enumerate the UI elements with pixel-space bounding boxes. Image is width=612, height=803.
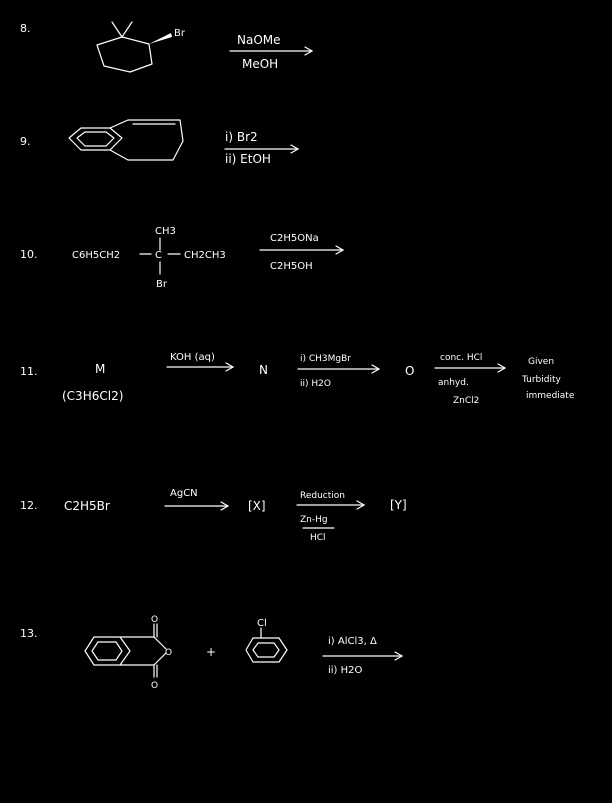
carbonyl-top-oxygen: O [151, 615, 158, 625]
q11-arrowhead-2 [371, 364, 381, 374]
q11-reagent1: KOH (aq) [170, 352, 215, 363]
q9-arrowhead [290, 144, 300, 154]
q13-phthalic-anhydride-structure: O O O [84, 615, 172, 691]
chlorobenzene-inner [252, 642, 280, 658]
question-11: 11. M (C3H6Cl2) KOH (aq) N i) CH3MgBr ii… [20, 352, 575, 406]
q9-step2: ii) EtOH [225, 152, 271, 166]
anhydride-ring-oxygen: O [165, 648, 172, 658]
chlorobenzene-ring [245, 637, 288, 663]
q8-arrowhead [304, 46, 314, 56]
q12-reagent2-bottom2: HCl [310, 533, 326, 543]
q9-number: 9. [20, 135, 31, 148]
q11-arrowhead-3 [497, 363, 507, 373]
q12-start: C2H5Br [64, 499, 110, 513]
q12-y-label: [Y] [390, 498, 407, 512]
q11-reagent3-bottom1: anhyd. [438, 378, 469, 388]
question-12: 12. C2H5Br AgCN [X] Reduction Zn-Hg HCl … [20, 488, 407, 543]
q10-reagent-bottom: C2H5OH [270, 261, 313, 272]
q11-reagent2-step1: i) CH3MgBr [300, 354, 351, 364]
q11-arrowhead-1 [225, 362, 235, 372]
question-8: 8. Br NaOMe MeOH [20, 21, 314, 73]
q8-cyclohexane-structure: Br [96, 21, 186, 73]
q9-step1: i) Br2 [225, 130, 258, 144]
q8-reagent-bottom: MeOH [242, 57, 278, 71]
q11-reagent2-step2: ii) H2O [300, 379, 331, 389]
q13-arrowhead [394, 651, 404, 661]
q8-number: 8. [20, 22, 31, 35]
q12-reagent2-bottom1: Zn-Hg [300, 515, 328, 525]
q10-right-group: CH2CH3 [184, 250, 226, 261]
q11-result-line2: Turbidity [521, 375, 561, 385]
q11-o-label: O [405, 364, 414, 378]
methyl-bond-1 [111, 21, 123, 38]
q11-m-formula: (C3H6Cl2) [62, 389, 123, 403]
anhydride-benzene-ring [84, 636, 131, 666]
q9-dihydronaphthalene-structure [68, 119, 184, 161]
q11-number: 11. [20, 365, 38, 378]
q13-step1: i) AlCl3, Δ [328, 636, 377, 647]
q10-bottom-group: Br [156, 279, 168, 290]
q10-top-group: CH3 [155, 226, 176, 237]
question-9: 9. i) Br2 ii) EtOH [20, 119, 300, 166]
fused-ring [109, 119, 184, 161]
q10-reagent-top: C2H5ONa [270, 233, 319, 244]
q11-n-label: N [259, 363, 268, 377]
q11-reagent3-top: conc. HCl [440, 353, 482, 363]
q8-reagent-top: NaOMe [237, 33, 281, 47]
q11-result-line1: Given [528, 357, 554, 367]
wedge-bond [149, 33, 172, 44]
q12-arrowhead-1 [220, 501, 230, 511]
q13-substituent: Cl [257, 618, 267, 629]
q13-plus: + [206, 645, 216, 659]
aromatic-inner-ring [76, 131, 115, 147]
q10-center-atom: C [155, 250, 162, 261]
methyl-bond-2 [121, 21, 133, 38]
q11-m-label: M [95, 362, 105, 376]
carbonyl-bottom-oxygen: O [151, 681, 158, 691]
q10-number: 10. [20, 248, 38, 261]
q12-x-label: [X] [248, 499, 266, 513]
q8-substituent: Br [174, 28, 186, 39]
q13-number: 13. [20, 627, 38, 640]
q11-result-line3: immediate [526, 391, 575, 401]
q12-reagent1: AgCN [170, 488, 198, 499]
anhydride-aromatic-inner [91, 641, 123, 661]
q12-number: 12. [20, 499, 38, 512]
q10-left-group: C6H5CH2 [72, 250, 120, 261]
anhydride-bond-o1 [153, 636, 167, 650]
q10-arrowhead [335, 245, 345, 255]
anhydride-bond-o2 [153, 652, 167, 666]
q13-step2: ii) H2O [328, 665, 363, 676]
question-13: 13. O O O + Cl i) AlCl3, Δ ii) H2O [20, 615, 404, 691]
q12-arrowhead-2 [356, 500, 366, 510]
question-10: 10. CH3 C6H5CH2 C CH2CH3 Br C2H5ONa C2H5… [20, 226, 345, 290]
q12-reagent2-top: Reduction [300, 491, 345, 501]
q13-chlorobenzene-structure: Cl [245, 618, 288, 663]
q11-reagent3-bottom2: ZnCl2 [453, 396, 479, 406]
benzene-ring [68, 127, 123, 151]
